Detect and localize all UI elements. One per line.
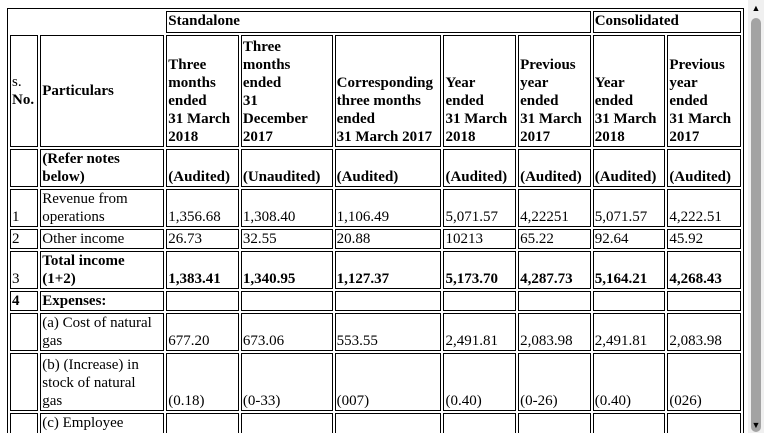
col-header: Previous year ended 31 March 2017 <box>518 35 591 147</box>
cell-value <box>443 291 517 311</box>
cell-value: 5,173.70 <box>443 251 517 289</box>
cell-value <box>592 291 666 311</box>
scrollbar-thumb[interactable] <box>751 18 761 432</box>
cell-value: 2,491.81 <box>443 313 517 351</box>
cell-value: 1,127.37 <box>334 251 442 289</box>
col-header: Corresponding three months ended 31 March 2… <box>334 35 442 147</box>
cell-value <box>334 291 442 311</box>
cell-value: (0-33) <box>240 353 333 411</box>
cell-value: 5,071.57 <box>443 189 517 227</box>
row-number: 2 <box>10 229 39 249</box>
cell-value: 4,222.51 <box>667 189 741 227</box>
cell-value <box>240 291 333 311</box>
sno-s: s. <box>12 74 22 90</box>
row-number <box>10 353 39 411</box>
standalone-header: Standalone <box>166 11 591 33</box>
table-row: 4 Expenses: <box>10 291 741 311</box>
col-header: Three months ended 31 December 2017 <box>240 35 333 147</box>
row-number: 4 <box>10 291 39 311</box>
row-number <box>10 413 39 433</box>
header-blank <box>10 11 164 33</box>
cell-value <box>166 291 239 311</box>
cell-value: 1,106.49 <box>334 189 442 227</box>
row-label: Total income (1+2) <box>40 251 165 289</box>
cell-value: 45.92 <box>667 229 741 249</box>
scroll-down-icon[interactable]: ▼ <box>751 420 761 430</box>
consolidated-header: Consolidated <box>592 11 741 33</box>
audit-status: (Audited) <box>334 149 442 187</box>
sno-header: s. No. <box>10 35 39 147</box>
cell-value: (0-26) <box>518 353 591 411</box>
row-label: (c) Employee benefits <box>40 413 165 433</box>
row-label: Revenue from operations <box>40 189 165 227</box>
scroll-up-icon[interactable]: ▲ <box>751 3 761 13</box>
cell-value: 26.73 <box>166 229 239 249</box>
cell-value: 553.55 <box>334 313 442 351</box>
audit-status: (Audited) <box>667 149 741 187</box>
cell-value: 32.55 <box>240 229 333 249</box>
cell-value: 4,22251 <box>518 189 591 227</box>
col-header: Previous year ended 31 March 2017 <box>667 35 741 147</box>
audit-status: (Audited) <box>518 149 591 187</box>
row-label: (a) Cost of natural gas <box>40 313 165 351</box>
cell-value: 92.64 <box>592 229 666 249</box>
cell-value: 673.06 <box>240 313 333 351</box>
row-label: (b) (Increase) in stock of natural gas <box>40 353 165 411</box>
sno-no: No. <box>12 92 35 108</box>
audit-label: (Refer notes below) <box>40 149 165 187</box>
cell-value: 407.73 <box>518 413 591 433</box>
cell-value: 407.73 <box>667 413 741 433</box>
audit-no <box>10 149 39 187</box>
cell-value: 479.43 <box>443 413 517 433</box>
row-number: 1 <box>10 189 39 227</box>
cell-value: 20.88 <box>334 229 442 249</box>
cell-value <box>518 291 591 311</box>
cell-value: (0.40) <box>443 353 517 411</box>
table-row: 3 Total income (1+2) 1,383.41 1,340.95 1,127.… <box>10 251 741 289</box>
col-header: Year ended 31 March 2018 <box>592 35 666 147</box>
cell-value: 2,491.81 <box>592 313 666 351</box>
row-label: Other income <box>40 229 165 249</box>
cell-value: 133.76 <box>166 413 239 433</box>
cell-value: (026) <box>667 353 741 411</box>
row-number <box>10 313 39 351</box>
cell-value: 4,268.43 <box>667 251 741 289</box>
audit-status: (Audited) <box>443 149 517 187</box>
cell-value: 1,308.40 <box>240 189 333 227</box>
cell-value: (0.18) <box>166 353 239 411</box>
col-header: Year ended 31 March 2018 <box>443 35 517 147</box>
cell-value: (007) <box>334 353 442 411</box>
particulars-header: Particulars <box>40 35 165 147</box>
cell-value: (0.40) <box>592 353 666 411</box>
table-row: (a) Cost of natural gas 677.20 673.06 553.55… <box>10 313 741 351</box>
cell-value: 1,340.95 <box>240 251 333 289</box>
cell-value: 479.43 <box>592 413 666 433</box>
cell-value: 5,071.57 <box>592 189 666 227</box>
audit-status: (Audited) <box>592 149 666 187</box>
cell-value: 1,356.68 <box>166 189 239 227</box>
row-label: Expenses: <box>40 291 165 311</box>
results-table: Standalone Consolidated s. No. Particula… <box>7 8 744 433</box>
table-row: (b) (Increase) in stock of natural gas (0.1… <box>10 353 741 411</box>
cell-value: 65.22 <box>518 229 591 249</box>
audit-status: (Audited) <box>166 149 239 187</box>
table-row: 1 Revenue from operations 1,356.68 1,308.40 1… <box>10 189 741 227</box>
row-number: 3 <box>10 251 39 289</box>
cell-value: 677.20 <box>166 313 239 351</box>
cell-value: 2,083.98 <box>518 313 591 351</box>
table-body: 1 Revenue from operations 1,356.68 1,308.40 1… <box>10 189 741 433</box>
cell-value: 10213 <box>443 229 517 249</box>
table-row: (c) Employee benefits133.76124.59104.694… <box>10 413 741 433</box>
vertical-scrollbar[interactable]: ▲ ▼ <box>748 0 764 433</box>
table-row: 2 Other income 26.73 32.55 20.88 10213 65.22 92… <box>10 229 741 249</box>
cell-value <box>667 291 741 311</box>
cell-value: 124.59 <box>240 413 333 433</box>
audit-status: (Unaudited) <box>240 149 333 187</box>
cell-value: 5,164.21 <box>592 251 666 289</box>
col-header: Three months ended 31 March 2018 <box>166 35 239 147</box>
cell-value: 2,083.98 <box>667 313 741 351</box>
cell-value: 1,383.41 <box>166 251 239 289</box>
cell-value: 104.69 <box>334 413 442 433</box>
cell-value: 4,287.73 <box>518 251 591 289</box>
